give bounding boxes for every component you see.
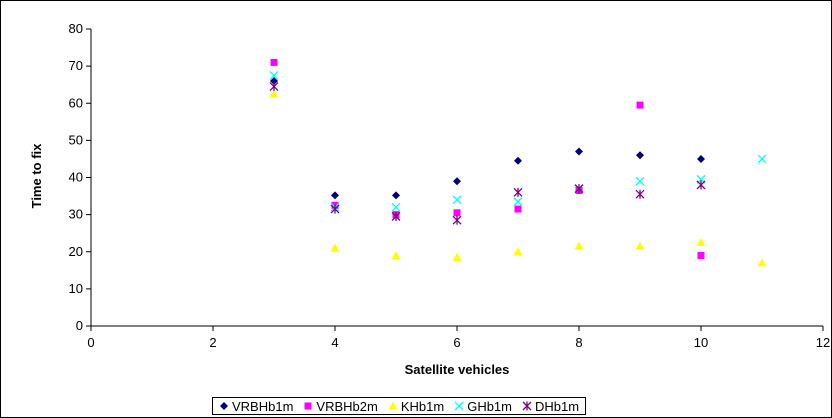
- legend-marker: [388, 401, 398, 410]
- legend-item: VRBHb1m: [219, 399, 293, 414]
- y-tick-labels: 0 10 20 30 40 50 60 70 80: [69, 21, 83, 333]
- legend-label: VRBHb2m: [316, 398, 378, 414]
- data-point: [269, 82, 279, 92]
- data-point: [391, 250, 401, 259]
- legend-marker: [304, 402, 312, 410]
- legend-label: VRBHb1m: [232, 398, 294, 414]
- data-point: [392, 191, 400, 200]
- x-tick-label: 6: [453, 335, 460, 350]
- data-point: [391, 211, 401, 221]
- y-tick-label: 40: [69, 170, 83, 185]
- data-point: [330, 243, 340, 252]
- data-point: [270, 58, 278, 66]
- data-point: [452, 215, 462, 225]
- legend-marker-shape: [388, 401, 398, 410]
- y-axis-title: Time to fix: [29, 143, 44, 209]
- data-point: [635, 189, 645, 199]
- x-tick-label: 4: [331, 335, 338, 350]
- x-tick-label: 8: [575, 335, 582, 350]
- legend-item: DHb1m: [522, 399, 579, 414]
- y-tick-label: 10: [69, 281, 83, 296]
- data-point: [514, 156, 522, 165]
- data-point: [635, 176, 645, 186]
- data-point: [453, 177, 461, 186]
- x-tick-label: 2: [209, 335, 216, 350]
- y-tick-label: 80: [69, 21, 83, 36]
- y-tick-label: 50: [69, 132, 83, 147]
- data-point: [636, 101, 644, 109]
- legend-marker-shape: [304, 402, 312, 410]
- legend-marker: [220, 402, 228, 410]
- legend-item: GHb1m: [454, 399, 512, 414]
- y-tick-label: 70: [69, 58, 83, 73]
- data-point: [269, 70, 279, 80]
- data-point: [453, 209, 461, 217]
- legend-marker-shape: [220, 402, 228, 410]
- data-point: [513, 197, 523, 207]
- x-tick-label: 10: [694, 335, 708, 350]
- series-VRBHb2m: [270, 58, 705, 259]
- data-point: [697, 251, 705, 259]
- x-tick-label: 0: [87, 335, 94, 350]
- data-point: [696, 180, 706, 190]
- data-point: [452, 252, 462, 261]
- x-axis-title: Satellite vehicles: [405, 362, 510, 377]
- legend-marker: [522, 401, 532, 411]
- y-tick-label: 60: [69, 95, 83, 110]
- x-tick-labels: 0 2 4 6 8 10 12: [87, 335, 830, 350]
- series-DHb1m: [269, 82, 706, 225]
- y-tick-label: 30: [69, 207, 83, 222]
- legend-item: KHb1m: [388, 399, 444, 414]
- data-point: [636, 151, 644, 160]
- series-KHb1m: [269, 89, 767, 267]
- y-tick-label: 20: [69, 244, 83, 259]
- y-tick-label: 0: [76, 318, 83, 333]
- legend-marker-shape: [522, 401, 532, 411]
- legend-marker: [454, 401, 464, 411]
- data-point: [635, 241, 645, 250]
- legend-label: GHb1m: [467, 398, 512, 414]
- legend-label: KHb1m: [400, 398, 445, 414]
- data-point: [696, 237, 706, 246]
- data-point: [757, 258, 767, 267]
- legend: VRBHb1m VRBHb2m KHb1m GHb1m DHb1m: [212, 397, 587, 415]
- data-point: [514, 205, 522, 213]
- data-point: [270, 76, 278, 85]
- legend-label: DHb1m: [535, 398, 580, 414]
- data-point: [757, 154, 767, 164]
- x-tick-label: 12: [816, 335, 830, 350]
- data-points: [269, 58, 767, 267]
- data-point: [575, 147, 583, 156]
- data-point: [574, 241, 584, 250]
- data-point: [513, 187, 523, 197]
- data-point: [391, 202, 401, 212]
- legend-item: VRBHb2m: [303, 398, 378, 414]
- data-point: [269, 89, 279, 98]
- series-VRBHb1m: [270, 76, 705, 200]
- data-point: [697, 154, 705, 163]
- data-point: [513, 247, 523, 256]
- legend-marker-shape: [454, 401, 464, 411]
- data-point: [574, 184, 584, 194]
- data-point: [452, 195, 462, 205]
- axes: [86, 28, 824, 331]
- scatter-chart: 0 10 20 30 40 50 60 70 80 0 2 4 6 8 10 12 Satellite ve…: [29, 21, 830, 377]
- data-point: [331, 191, 339, 200]
- data-point: [330, 204, 340, 214]
